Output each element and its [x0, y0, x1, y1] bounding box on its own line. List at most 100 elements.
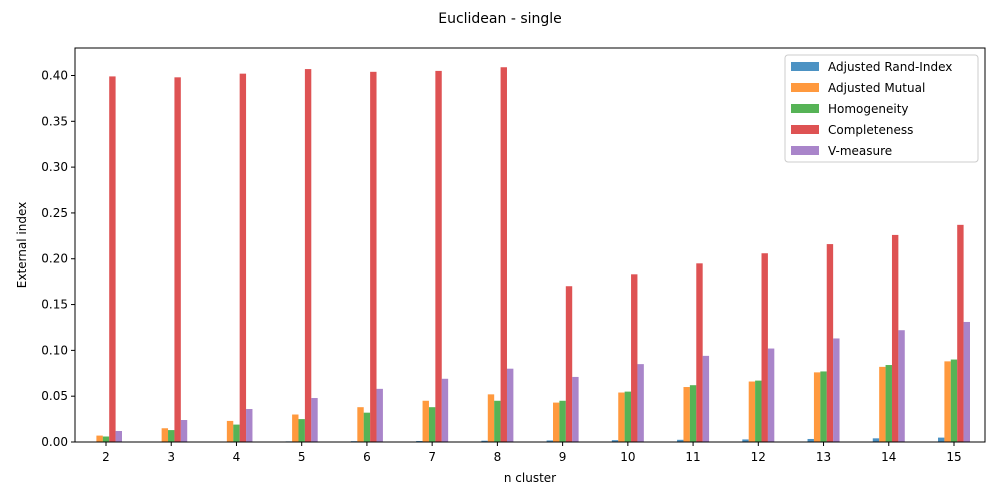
legend-swatch: [791, 125, 819, 134]
x-tick-label: 7: [428, 450, 436, 464]
legend-label: Adjusted Rand-Index: [828, 60, 952, 74]
y-axis-title: External index: [15, 202, 29, 288]
bar-v-measure-15: [963, 321, 970, 442]
x-ticks: 2 3 4 5 6 7 8 9 10 11 12 13 14 15: [102, 442, 962, 464]
bar-homogeneity-15: [950, 359, 958, 442]
legend-swatch: [791, 146, 819, 155]
x-tick-label: 11: [685, 450, 700, 464]
bar-adjusted-mutual-8: [487, 394, 495, 442]
bar-adjusted-mutual-4: [226, 420, 234, 442]
y-tick-label: 0.30: [41, 160, 68, 174]
bar-completeness-11: [696, 263, 703, 442]
bar-v-measure-7: [441, 378, 449, 442]
bar-completeness-8: [500, 67, 507, 443]
bar-adjusted-mutual-13: [813, 372, 821, 442]
bar-completeness-2: [109, 76, 116, 442]
y-tick-label: 0.20: [41, 252, 68, 266]
bar-v-measure-4: [246, 409, 253, 442]
x-tick-label: 5: [298, 450, 306, 464]
bar-v-measure-8: [506, 368, 514, 442]
bar-v-measure-3: [180, 420, 188, 442]
bar-adjusted-mutual-9: [553, 402, 560, 442]
bar-adjusted-mutual-11: [683, 387, 690, 442]
x-tick-label: 6: [363, 450, 371, 464]
legend-swatch: [791, 62, 819, 71]
bar-adjusted-rand-index-7: [416, 440, 423, 442]
bar-completeness-13: [826, 244, 834, 442]
x-tick-label: 10: [620, 450, 635, 464]
bar-completeness-9: [565, 286, 573, 442]
legend-swatch: [791, 104, 819, 113]
bar-homogeneity-14: [885, 365, 892, 442]
bar-completeness-6: [370, 71, 377, 443]
axes-layer: [74, 47, 986, 443]
y-tick-label: 0.05: [41, 389, 68, 403]
bar-v-measure-5: [311, 398, 318, 442]
bar-adjusted-mutual-2: [96, 435, 103, 442]
x-tick-label: 2: [102, 450, 110, 464]
legend-label: Completeness: [828, 123, 913, 137]
bar-adjusted-rand-index-9: [546, 440, 554, 442]
bar-adjusted-rand-index-12: [742, 439, 749, 442]
bar-homogeneity-4: [233, 424, 240, 442]
bar-adjusted-mutual-12: [748, 381, 756, 442]
bar-completeness-4: [239, 73, 247, 442]
x-tick-label: 14: [881, 450, 896, 464]
bar-homogeneity-9: [559, 400, 566, 442]
bar-adjusted-rand-index-13: [807, 438, 814, 442]
x-tick-label: 8: [494, 450, 502, 464]
bar-v-measure-14: [898, 330, 905, 442]
bar-homogeneity-2: [102, 436, 110, 442]
bar-adjusted-mutual-15: [944, 361, 951, 442]
bar-homogeneity-10: [624, 391, 632, 442]
bar-completeness-7: [435, 70, 442, 442]
bar-v-measure-11: [702, 355, 710, 442]
bar-completeness-15: [957, 224, 964, 442]
y-ticks: 0.00 0.05 0.10 0.15 0.20 0.25 0.30 0.35 0.40: [41, 68, 75, 449]
bar-v-measure-9: [572, 376, 579, 442]
x-tick-label: 4: [233, 450, 241, 464]
bar-adjusted-rand-index-8: [481, 440, 488, 442]
bar-v-measure-2: [115, 431, 122, 442]
legend-swatch: [791, 83, 819, 92]
y-tick-label: 0.15: [41, 298, 68, 312]
bar-v-measure-10: [637, 364, 644, 442]
bar-adjusted-rand-index-14: [872, 438, 880, 442]
x-axis-title: n cluster: [504, 471, 556, 485]
bar-completeness-3: [174, 77, 181, 443]
bar-homogeneity-6: [363, 412, 371, 442]
bar-adjusted-mutual-7: [422, 400, 429, 442]
x-tick-label: 13: [816, 450, 831, 464]
bar-homogeneity-7: [428, 407, 436, 442]
legend-label: V-measure: [828, 144, 892, 158]
y-tick-label: 0.35: [41, 114, 68, 128]
bar-adjusted-mutual-3: [161, 428, 169, 442]
bar-completeness-10: [631, 274, 638, 442]
y-tick-label: 0.10: [41, 343, 68, 357]
plot-frame: [74, 47, 986, 443]
y-tick-label: 0.40: [41, 68, 68, 82]
bar-homogeneity-13: [820, 371, 827, 442]
x-tick-label: 15: [946, 450, 961, 464]
bar-v-measure-12: [767, 348, 775, 442]
bars-layer: [90, 67, 970, 443]
x-tick-label: 12: [751, 450, 766, 464]
legend-box: [784, 54, 979, 163]
bar-homogeneity-5: [298, 419, 305, 442]
x-tick-label: 9: [559, 450, 567, 464]
bar-adjusted-mutual-5: [292, 414, 299, 442]
bar-homogeneity-3: [168, 430, 175, 442]
x-tick-label: 3: [167, 450, 175, 464]
bar-v-measure-13: [833, 338, 840, 442]
bar-adjusted-mutual-10: [618, 392, 625, 442]
bar-completeness-12: [761, 253, 768, 442]
bar-v-measure-6: [376, 388, 383, 442]
bar-adjusted-rand-index-10: [611, 440, 619, 442]
bar-adjusted-mutual-6: [357, 407, 364, 442]
bar-adjusted-rand-index-11: [677, 439, 684, 442]
legend-label: Homogeneity: [828, 102, 909, 116]
bar-completeness-5: [304, 69, 312, 443]
bar-homogeneity-11: [689, 385, 697, 442]
bar-adjusted-mutual-14: [879, 366, 886, 442]
